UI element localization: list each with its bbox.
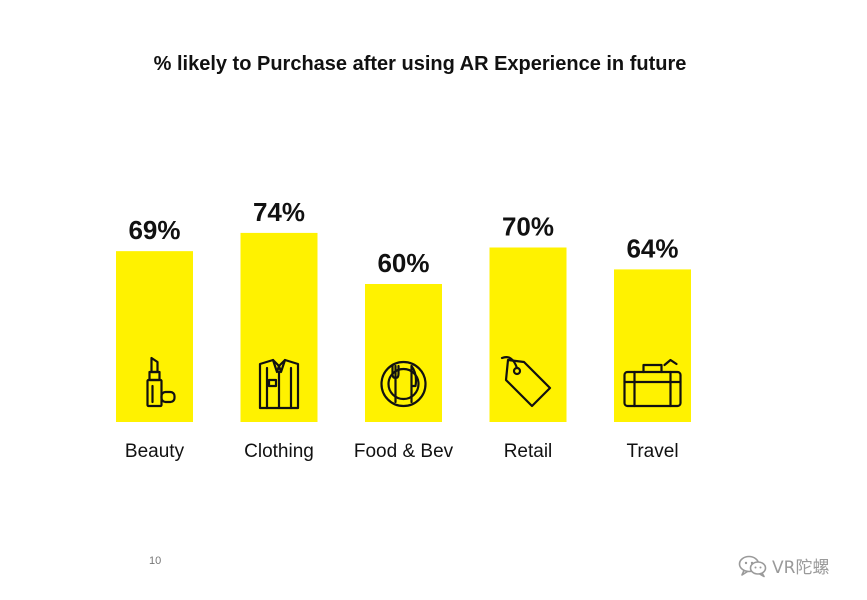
chart-title: % likely to Purchase after using AR Expe…	[154, 53, 687, 75]
category-label: Beauty	[125, 441, 185, 462]
watermark-text: VR陀螺	[772, 558, 830, 578]
shirt-icon	[258, 358, 300, 410]
bar-beauty	[116, 251, 193, 422]
category-label: Clothing	[244, 441, 314, 462]
value-label: 64%	[626, 233, 678, 263]
plate-cutlery-icon	[380, 360, 427, 408]
watermark: VR陀螺	[738, 553, 829, 578]
bar-retail	[489, 247, 567, 422]
suitcase-icon	[623, 358, 682, 408]
bar-travel	[614, 269, 691, 422]
page-number: 10	[149, 555, 162, 567]
icons-layer	[146, 356, 682, 410]
category-label: Food & Bev	[354, 441, 454, 462]
value-label: 69%	[128, 215, 180, 245]
value-label: 70%	[502, 212, 554, 242]
price-tag-icon	[500, 356, 552, 408]
value-label: 60%	[377, 248, 429, 278]
bars-layer	[116, 232, 691, 422]
category-label: Travel	[626, 441, 678, 462]
wechat-icon	[738, 554, 768, 578]
bar-food-bev	[365, 284, 442, 422]
lipstick-icon	[146, 356, 176, 408]
category-label: Retail	[504, 441, 553, 462]
labels-layer: 69% Beauty 74% Clothing 60% Food & Bev 70% Reta…	[125, 197, 679, 462]
value-label: 74%	[253, 197, 305, 227]
